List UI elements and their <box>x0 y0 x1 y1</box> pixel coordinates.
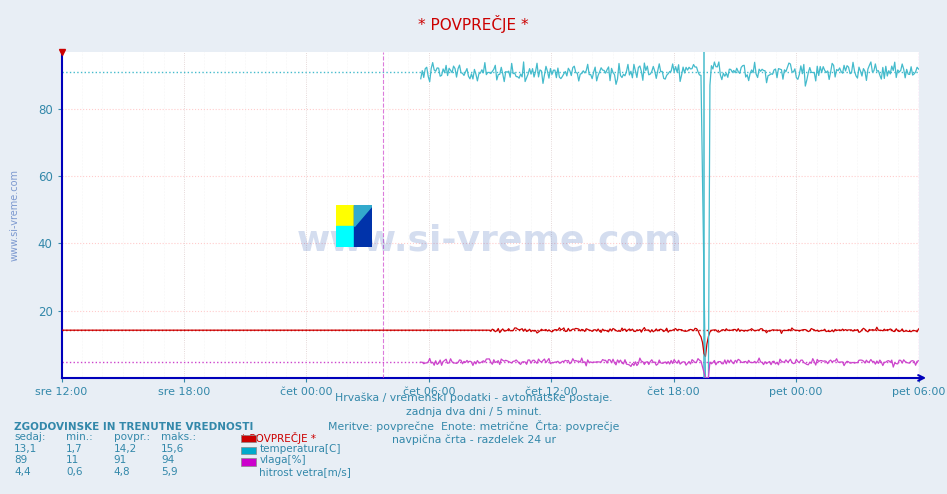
Text: 15,6: 15,6 <box>161 444 185 453</box>
Text: 11: 11 <box>66 455 80 465</box>
Text: navpična črta - razdelek 24 ur: navpična črta - razdelek 24 ur <box>391 434 556 445</box>
Text: * POVPREČJE *: * POVPREČJE * <box>419 15 528 33</box>
Text: maks.:: maks.: <box>161 432 196 442</box>
Text: * POVPREČJE *: * POVPREČJE * <box>241 432 316 444</box>
Text: min.:: min.: <box>66 432 93 442</box>
Text: 4,8: 4,8 <box>114 467 131 477</box>
Text: 94: 94 <box>161 455 174 465</box>
Text: Meritve: povprečne  Enote: metrične  Črta: povprečje: Meritve: povprečne Enote: metrične Črta:… <box>328 420 619 432</box>
Text: povpr.:: povpr.: <box>114 432 150 442</box>
Polygon shape <box>336 205 354 226</box>
Text: 91: 91 <box>114 455 127 465</box>
Text: hitrost vetra[m/s]: hitrost vetra[m/s] <box>259 467 351 477</box>
Polygon shape <box>336 226 354 247</box>
Text: vlaga[%]: vlaga[%] <box>259 455 306 465</box>
Text: Hrvaška / vremenski podatki - avtomatske postaje.: Hrvaška / vremenski podatki - avtomatske… <box>334 393 613 403</box>
Text: www.si-vreme.com: www.si-vreme.com <box>297 224 683 258</box>
Polygon shape <box>354 205 372 247</box>
Text: ZGODOVINSKE IN TRENUTNE VREDNOSTI: ZGODOVINSKE IN TRENUTNE VREDNOSTI <box>14 422 254 432</box>
Text: 1,7: 1,7 <box>66 444 83 453</box>
Text: www.si-vreme.com: www.si-vreme.com <box>9 169 20 261</box>
Text: sedaj:: sedaj: <box>14 432 45 442</box>
Polygon shape <box>354 205 372 226</box>
Text: 13,1: 13,1 <box>14 444 38 453</box>
Text: 14,2: 14,2 <box>114 444 137 453</box>
Text: temperatura[C]: temperatura[C] <box>259 444 341 453</box>
Text: 4,4: 4,4 <box>14 467 31 477</box>
Text: 5,9: 5,9 <box>161 467 178 477</box>
Text: 89: 89 <box>14 455 27 465</box>
Text: 0,6: 0,6 <box>66 467 82 477</box>
Text: zadnja dva dni / 5 minut.: zadnja dva dni / 5 minut. <box>405 407 542 416</box>
